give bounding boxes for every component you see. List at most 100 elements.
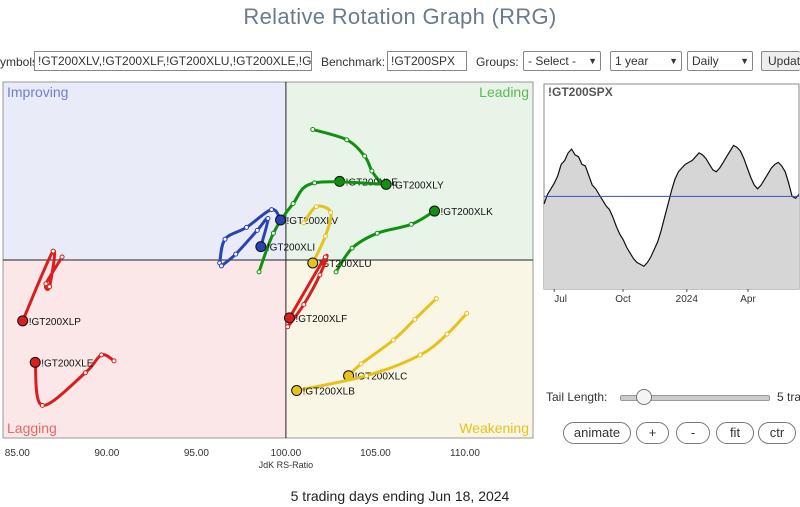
tail-point <box>417 352 423 358</box>
tail-point <box>265 215 271 221</box>
benchmark-area <box>544 145 799 289</box>
symbols-label: Symbols: <box>0 55 42 69</box>
tail-point <box>344 137 350 143</box>
tail-point <box>317 272 323 278</box>
tail-point <box>269 207 275 213</box>
tail-length-slider-thumb[interactable] <box>636 389 652 405</box>
benchmark-x-tick-label: Jul <box>554 294 567 304</box>
x-tick-label: 95.00 <box>184 448 209 459</box>
zoom-out-button[interactable]: - <box>676 422 710 444</box>
series-label: !GT200XLU <box>319 259 372 270</box>
series-gt200xle: !GT200XLE <box>29 352 117 408</box>
tail-point <box>270 230 276 236</box>
tail-point <box>358 361 364 367</box>
quadrant-weakening <box>285 260 533 438</box>
tail-point <box>82 370 88 376</box>
period-select-value: 1 year <box>615 54 649 68</box>
tail-point <box>59 254 65 260</box>
tail-point <box>408 221 414 227</box>
chevron-down-icon: ▼ <box>669 56 678 66</box>
series-head-point <box>255 241 267 253</box>
tail-point <box>333 269 339 275</box>
series-head-point <box>429 205 441 217</box>
series-label: !GT200XLV <box>287 216 339 227</box>
series-gt200xli: !GT200XLI <box>218 215 315 269</box>
groups-select[interactable]: - Select - ▼ <box>523 51 601 71</box>
benchmark-input[interactable]: !GT200SPX <box>387 51 467 71</box>
series-label: !GT200XLP <box>29 317 82 328</box>
x-tick-label: 85.00 <box>5 448 30 459</box>
tail-point <box>244 224 250 230</box>
tail-point <box>363 373 369 379</box>
tail-point <box>433 296 439 302</box>
tail-length-label: Tail Length: <box>546 390 608 404</box>
series-label: !GT200XLK <box>441 207 494 218</box>
series-head-point <box>380 178 392 190</box>
series-head-point <box>275 214 287 226</box>
tail-point <box>310 126 316 132</box>
quadrant-leading <box>285 82 533 260</box>
benchmark-title: !GT200SPX <box>548 85 613 99</box>
tail-point <box>39 402 45 408</box>
period-select[interactable]: 1 year ▼ <box>610 51 682 71</box>
tail-point <box>464 310 470 316</box>
quadrant-label-leading: Leading <box>479 84 529 100</box>
tail-point <box>313 204 319 210</box>
tail-point <box>98 352 104 358</box>
benchmark-label: Benchmark: <box>321 55 386 69</box>
series-gt200xlu: !GT200XLU <box>301 204 372 270</box>
tail-point <box>290 201 296 207</box>
benchmark-x-tick-label: Apr <box>740 294 756 304</box>
benchmark-chart: !GT200SPX Jul Oct 2024 Apr <box>543 83 800 304</box>
series-gt200xlk: !GT200XLK <box>333 205 494 275</box>
quadrant-label-weakening: Weakening <box>459 420 529 436</box>
tail-point <box>256 269 262 275</box>
tail-point <box>390 337 396 343</box>
tail-point <box>301 220 307 226</box>
frequency-select[interactable]: Daily ▼ <box>687 51 753 71</box>
tail-point <box>444 331 450 337</box>
tail-length-value: 5 tra <box>777 390 800 404</box>
series-head-point <box>17 315 29 327</box>
quadrant-improving <box>3 82 286 260</box>
series-head-point <box>307 257 319 269</box>
animate-button[interactable]: animate <box>563 422 631 444</box>
tail-point <box>301 302 307 307</box>
tail-length-slider[interactable] <box>620 395 770 401</box>
tail-point <box>374 230 380 236</box>
series-label: !GT200XLF <box>295 314 347 325</box>
quadrant-label-improving: Improving <box>7 84 68 100</box>
tail-point <box>43 281 49 287</box>
tail-point <box>312 180 318 186</box>
tail-point <box>50 248 56 254</box>
tail-point <box>369 168 375 174</box>
tail-point <box>218 263 224 269</box>
tail-point <box>111 358 117 364</box>
frequency-select-value: Daily <box>692 54 719 68</box>
tail-point <box>322 233 328 239</box>
tail-point <box>254 227 260 233</box>
symbols-input[interactable]: !GT200XLV,!GT200XLF,!GT200XLU,!GT200XLE,… <box>34 51 312 71</box>
tail-point <box>285 324 291 330</box>
series-gt200xlp: !GT200XLP <box>17 248 82 328</box>
tail-point <box>362 153 368 159</box>
groups-label: Groups: <box>476 55 519 69</box>
series-head-point <box>29 356 41 368</box>
x-tick-label: 90.00 <box>94 448 119 459</box>
rrg-chart[interactable]: Improving Leading Lagging Weakening 85.00 90.… <box>0 78 540 476</box>
tail-point <box>233 251 239 257</box>
benchmark-x-tick-label: Oct <box>615 294 631 304</box>
update-button[interactable]: Update <box>761 51 800 71</box>
footer-caption: 5 trading days ending Jun 18, 2024 <box>290 488 510 504</box>
tail-point <box>322 254 328 260</box>
series-label: !GT200XLC <box>355 372 408 383</box>
center-button[interactable]: ctr <box>758 422 796 444</box>
series-label: !GT200XLE <box>41 358 94 369</box>
tail-point <box>412 316 418 322</box>
benchmark-price-line <box>543 144 800 268</box>
x-tick-label: 100.00 <box>271 448 302 459</box>
x-tick-label: 105.00 <box>360 448 391 459</box>
fit-button[interactable]: fit <box>716 422 754 444</box>
series-head-point <box>283 312 295 324</box>
zoom-in-button[interactable]: + <box>636 422 669 444</box>
